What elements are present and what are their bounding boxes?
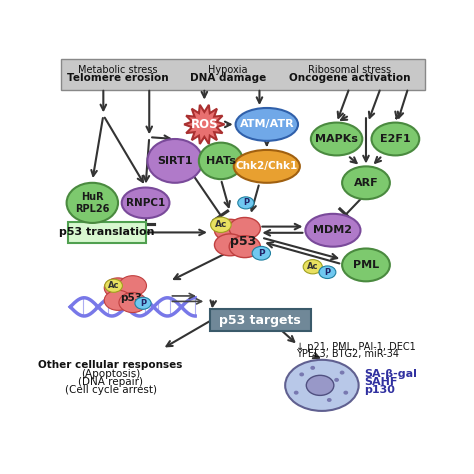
- Text: P: P: [324, 268, 330, 277]
- Ellipse shape: [122, 188, 169, 218]
- Ellipse shape: [299, 373, 304, 376]
- Text: ARF: ARF: [354, 178, 378, 188]
- Text: HATs: HATs: [206, 156, 236, 166]
- Ellipse shape: [342, 166, 390, 199]
- Text: Ac: Ac: [215, 220, 227, 229]
- Text: DNA damage: DNA damage: [190, 73, 266, 83]
- Text: (Apoptosis): (Apoptosis): [81, 369, 140, 379]
- Text: p53: p53: [230, 235, 256, 248]
- FancyBboxPatch shape: [68, 222, 146, 243]
- Ellipse shape: [199, 143, 243, 179]
- Ellipse shape: [311, 123, 362, 155]
- Text: ATM/ATR: ATM/ATR: [239, 119, 294, 129]
- Ellipse shape: [327, 398, 332, 402]
- Ellipse shape: [135, 297, 151, 309]
- Text: SIRT1: SIRT1: [157, 156, 193, 166]
- Ellipse shape: [234, 150, 300, 183]
- Text: RNPC1: RNPC1: [126, 198, 165, 208]
- Text: p53 targets: p53 targets: [219, 313, 301, 327]
- Ellipse shape: [310, 366, 315, 370]
- Text: Chk2/Chk1: Chk2/Chk1: [236, 161, 298, 172]
- Ellipse shape: [343, 391, 348, 395]
- Text: SA-β-gal: SA-β-gal: [364, 369, 417, 379]
- FancyBboxPatch shape: [210, 310, 311, 331]
- Ellipse shape: [104, 290, 132, 310]
- Text: P: P: [243, 199, 249, 207]
- Ellipse shape: [229, 218, 260, 239]
- Polygon shape: [184, 105, 225, 144]
- Text: (Cell cycle arrest): (Cell cycle arrest): [64, 385, 157, 395]
- Ellipse shape: [294, 391, 299, 395]
- Ellipse shape: [105, 279, 122, 292]
- Text: Oncogene activation: Oncogene activation: [289, 73, 410, 83]
- Text: MDM2: MDM2: [313, 225, 353, 235]
- Ellipse shape: [236, 108, 298, 141]
- Text: HuR
RPL26: HuR RPL26: [75, 192, 109, 214]
- Ellipse shape: [147, 139, 202, 183]
- Text: P: P: [140, 299, 146, 308]
- Text: Metabolic stress: Metabolic stress: [78, 64, 158, 74]
- Text: YPEL3, BTG2, miR-34: YPEL3, BTG2, miR-34: [296, 348, 399, 359]
- Text: Ribosomal stress: Ribosomal stress: [308, 64, 391, 74]
- Text: Hypoxia: Hypoxia: [209, 64, 248, 74]
- Ellipse shape: [306, 375, 334, 395]
- Ellipse shape: [210, 217, 231, 232]
- Ellipse shape: [303, 260, 322, 274]
- Text: Ac: Ac: [307, 262, 319, 271]
- Text: p53 translation: p53 translation: [59, 228, 155, 237]
- Text: p130: p130: [364, 385, 395, 395]
- Text: SAHF: SAHF: [364, 377, 398, 387]
- Text: P: P: [258, 249, 264, 258]
- Ellipse shape: [305, 214, 360, 246]
- Ellipse shape: [104, 278, 132, 298]
- Ellipse shape: [252, 246, 271, 260]
- Ellipse shape: [119, 276, 146, 296]
- FancyBboxPatch shape: [61, 59, 425, 90]
- Ellipse shape: [214, 234, 246, 256]
- Text: MAPKs: MAPKs: [315, 134, 358, 144]
- Text: ↓ p21, PML, PAI-1, DEC1: ↓ p21, PML, PAI-1, DEC1: [296, 342, 416, 352]
- Ellipse shape: [372, 123, 419, 155]
- Ellipse shape: [285, 360, 359, 411]
- Ellipse shape: [66, 183, 118, 223]
- Ellipse shape: [319, 266, 336, 279]
- Ellipse shape: [238, 197, 254, 209]
- Ellipse shape: [229, 236, 260, 258]
- Text: Telomere erosion: Telomere erosion: [67, 73, 169, 83]
- Ellipse shape: [342, 248, 390, 282]
- Text: p53: p53: [120, 293, 142, 303]
- Text: ROS: ROS: [191, 118, 218, 131]
- Ellipse shape: [119, 292, 146, 312]
- Text: E2F1: E2F1: [380, 134, 410, 144]
- Text: (DNA repair): (DNA repair): [78, 377, 143, 387]
- Text: Ac: Ac: [108, 281, 119, 290]
- Ellipse shape: [334, 378, 339, 382]
- Ellipse shape: [214, 219, 246, 241]
- Text: Other cellular responses: Other cellular responses: [38, 360, 183, 370]
- Text: PML: PML: [353, 260, 379, 270]
- Ellipse shape: [340, 371, 345, 374]
